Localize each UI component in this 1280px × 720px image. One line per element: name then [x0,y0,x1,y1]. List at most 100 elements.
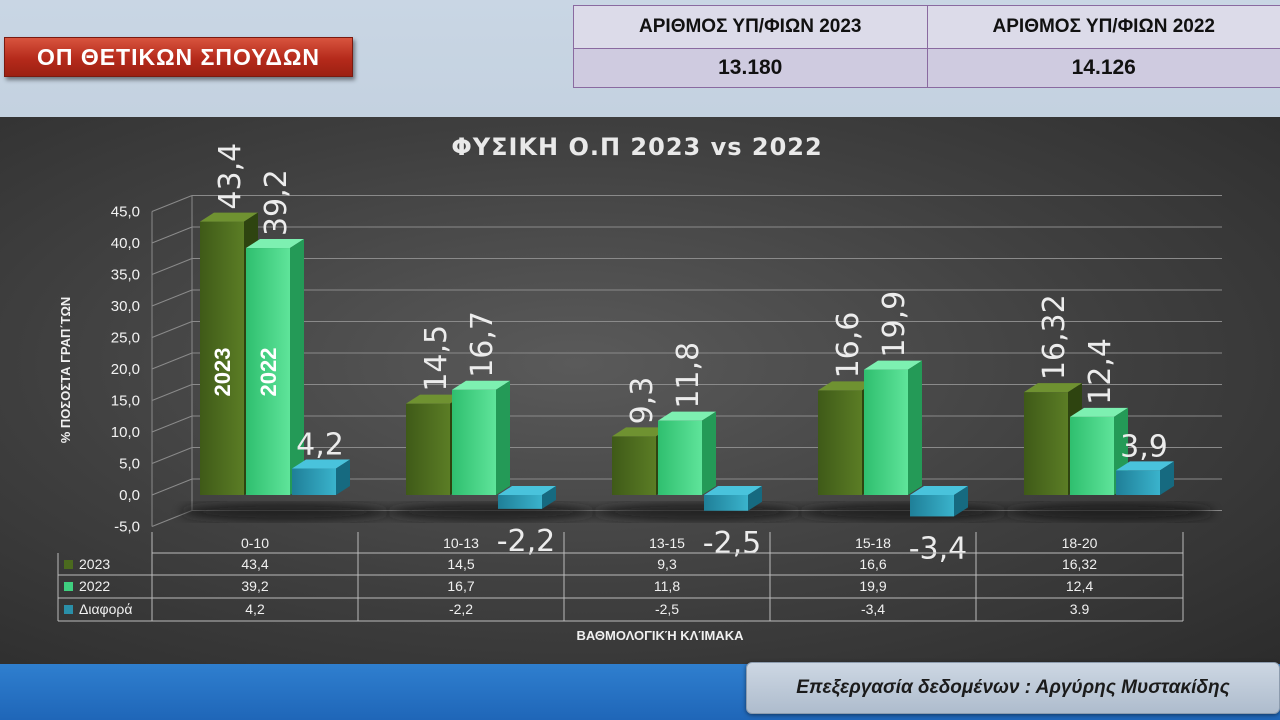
bar-top-face [1024,383,1082,393]
bar-side-face [542,486,556,509]
bar-2023-15-18 [818,390,862,495]
x-tick-label: 18-20 [1062,535,1098,551]
bar-group-shadow [592,503,802,521]
legend-swatch [64,605,73,614]
data-label-2023: 43,4 [213,143,248,210]
candidate-stats-table: ΑΡΙΘΜΟΣ ΥΠ/ΦΙΩΝ 2023 ΑΡΙΘΜΟΣ ΥΠ/ΦΙΩΝ 202… [573,5,1280,88]
table-cell: -2,5 [655,601,679,617]
y-tick-label: 5,0 [119,456,140,473]
table-cell: 16,32 [1062,556,1097,572]
table-cell: 12,4 [1066,578,1093,594]
y-tick-label: 30,0 [111,298,140,315]
bar-2023-13-15 [612,436,656,495]
table-cell: 11,8 [654,578,680,594]
bar-group-shadow [180,503,390,521]
bar-Διαφορά-13-15 [704,495,748,511]
bar-top-face [1070,407,1128,417]
bar-group-shadow [798,503,1008,521]
table-cell: 16,7 [447,578,474,594]
data-table: 0-10 10-13 13-15 15-18 18-20 2023 43,4 14,5 9,3 1… [57,532,1184,622]
credit-text: Επεξεργασία δεδομένων : Αργύρης Μυστακίδ… [796,677,1230,698]
legend-swatch [64,560,73,569]
bar-2022-18-20 [1070,416,1114,495]
y-tick-label: 10,0 [111,424,140,441]
data-label-2022: 16,7 [465,311,500,378]
credit-box: Επεξεργασία δεδομένων : Αργύρης Μυστακίδ… [746,662,1280,714]
table-cell: 16,6 [859,556,886,572]
bar-2023-0-10 [200,221,244,495]
bar-side-face [1160,461,1174,495]
bar-top-face [704,486,762,495]
grid-depth-line [151,447,193,464]
bar-Διαφορά-10-13 [498,495,542,509]
bar-group-shadow [386,503,596,521]
bar-side-face [954,486,968,517]
data-labels: 43,4 39,2 4,2 14,5 16,7 -2,2 9,3 11,8 -2,5 16,6 19… [210,143,1168,567]
y-tick-label: 45,0 [111,204,140,221]
grid-depth-line [151,289,193,307]
table-cell: 19,9 [859,578,886,594]
data-label-2022: 12,4 [1083,338,1118,405]
grid-depth-line [151,226,193,244]
bar-2022-10-13 [452,389,496,495]
legend-swatch [64,582,73,591]
chart-title: ΦΥΣΙΚΗ Ο.Π 2023 vs 2022 [451,133,822,161]
bar-Διαφορά-15-18 [910,495,954,517]
bar-side-face [908,360,922,495]
bar-top-face [818,381,876,391]
bar-side-face [748,486,762,511]
y-tick-label: -5,0 [114,519,140,536]
bar-shadows [180,503,1214,521]
bar-group-shadow [1004,503,1214,521]
data-label-2022: 39,2 [259,169,294,236]
grid-depth-line [151,384,193,401]
bar-side-face [496,380,510,495]
data-label-difference: 3,9 [1120,429,1168,464]
bar-side-face [290,239,304,495]
table-cell: 3.9 [1070,601,1090,617]
data-label-2022: 19,9 [877,291,912,358]
data-label-2023: 14,5 [419,325,454,392]
bar-2022-0-10 [246,248,290,495]
bar-Διαφορά-18-20 [1116,470,1160,495]
bar-top-face [612,427,670,437]
table-cell: -3,4 [861,601,885,617]
table-cell: 14,5 [447,556,474,572]
grid-depth-line [151,321,193,338]
legend-label: 2023 [79,556,110,572]
y-tick-label: 20,0 [111,361,140,378]
y-tick-label: 40,0 [111,235,140,252]
x-tick-label: 10-13 [443,535,479,551]
bar-top-face [406,394,464,404]
bar-2022-13-15 [658,420,702,495]
bar-top-face [864,360,922,370]
y-tick-label: 0,0 [119,487,140,504]
section-badge: ΟΠ ΘΕΤΙΚΩΝ ΣΠΟΥΔΩΝ [4,37,353,77]
bar-side-face [336,459,350,495]
bar-top-face [910,486,968,495]
data-label-difference: -2,5 [703,526,762,561]
bar-top-face [452,380,510,390]
table-cell: 9,3 [657,556,677,572]
legend-label: 2022 [79,578,110,594]
stats-value-2022: 14.126 [926,48,1280,88]
stats-header-2022: ΑΡΙΘΜΟΣ ΥΠ/ΦΙΩΝ 2022 [926,5,1280,49]
bar-top-face [292,459,350,469]
table-cell: -2,2 [449,601,473,617]
x-tick-label: 15-18 [855,535,891,551]
bar-top-face [658,411,716,421]
data-label-difference: -2,2 [497,524,556,559]
bar-2022-15-18 [864,369,908,495]
y-tick-label: 15,0 [111,393,140,410]
bar-side-face [702,411,716,495]
grid-depth-line [151,478,193,496]
data-label-2023: 16,32 [1037,294,1072,380]
bar-top-face [1116,461,1174,471]
in-bar-year-label: 2023 [210,348,235,397]
x-tick-label: 13-15 [649,535,685,551]
y-tick-label: 25,0 [111,330,140,347]
data-label-difference: 4,2 [296,428,344,463]
data-label-2022: 11,8 [671,342,706,409]
section-badge-label: ΟΠ ΘΕΤΙΚΩΝ ΣΠΟΥΔΩΝ [36,43,321,70]
